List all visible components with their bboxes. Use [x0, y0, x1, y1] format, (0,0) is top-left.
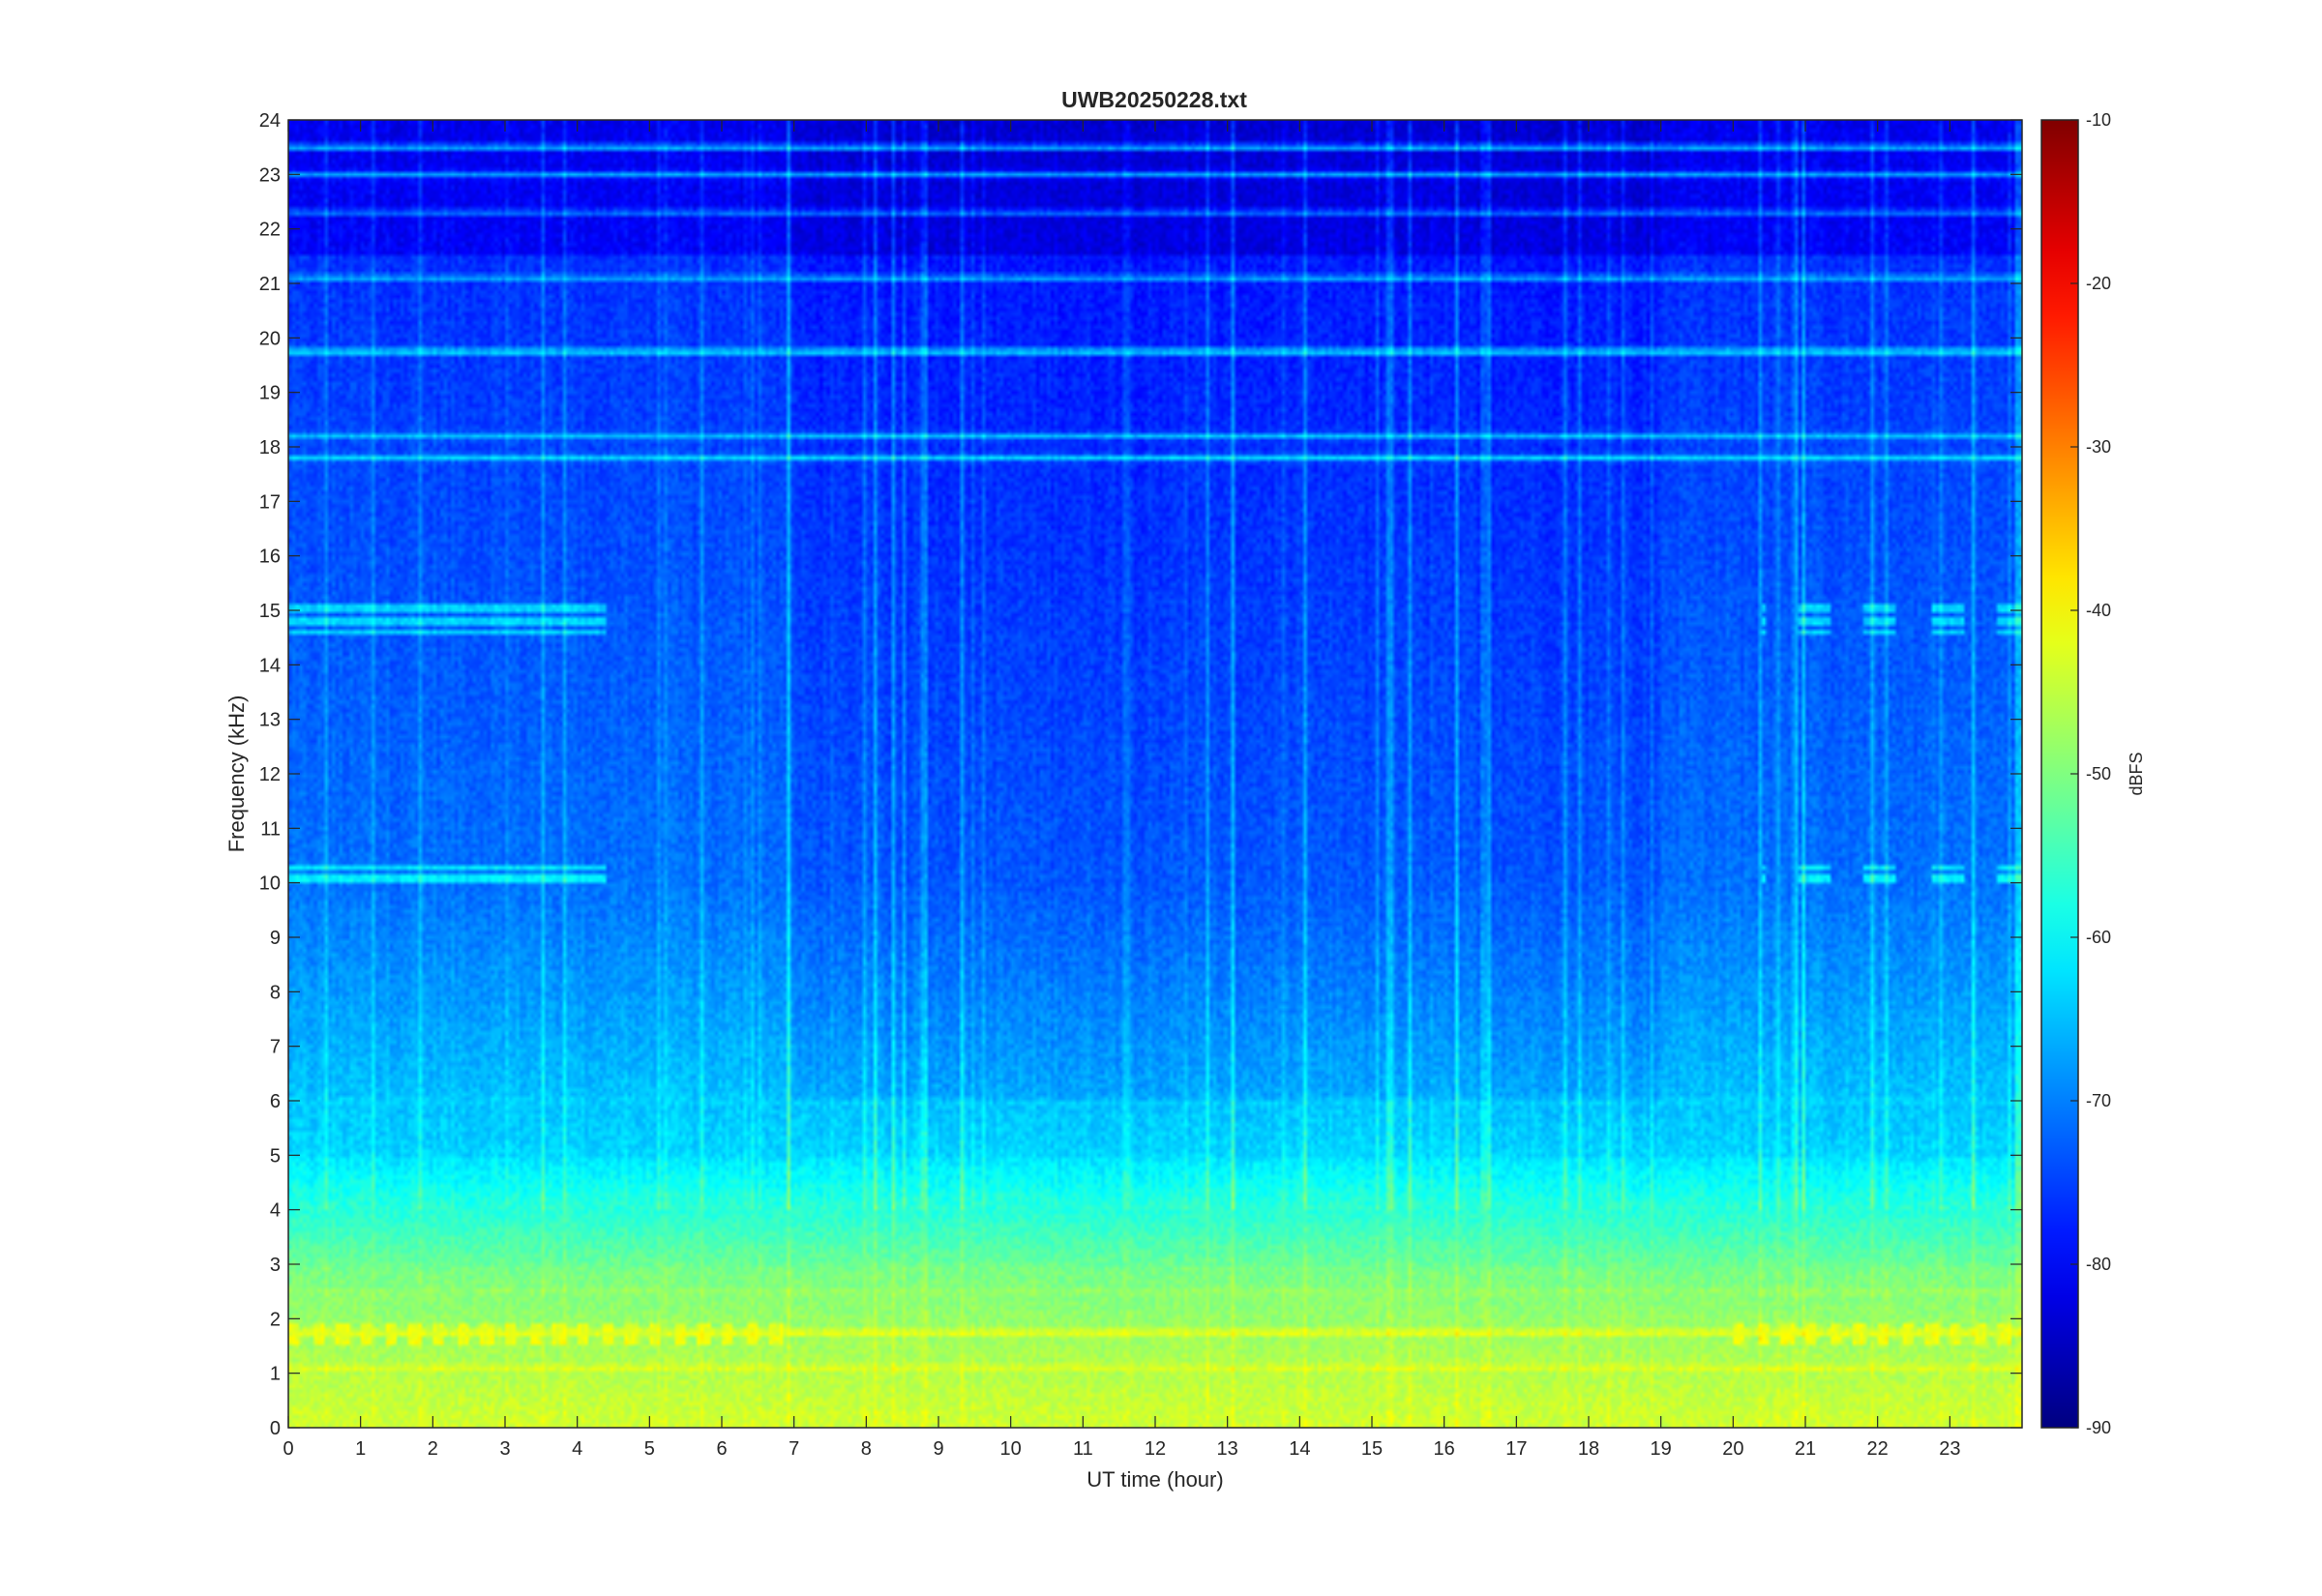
x-tick-label: 20 — [1722, 1438, 1743, 1460]
y-tick-label: 11 — [260, 818, 281, 840]
y-tick-label: 16 — [259, 547, 281, 568]
y-tick-label: 8 — [270, 982, 281, 1003]
x-tick-label: 10 — [1000, 1438, 1022, 1460]
colorbar-tick-label: -50 — [2086, 764, 2111, 783]
colorbar-tick-label: -70 — [2086, 1091, 2111, 1110]
x-tick-label: 18 — [1578, 1438, 1599, 1460]
x-tick-label: 0 — [283, 1438, 293, 1460]
x-tick-label: 22 — [1867, 1438, 1889, 1460]
y-tick-label: 1 — [270, 1364, 281, 1385]
x-tick-label: 21 — [1795, 1438, 1816, 1460]
x-axis-label: UT time (hour) — [1087, 1467, 1223, 1492]
x-tick-label: 13 — [1217, 1438, 1238, 1460]
colorbar-tick-label: -30 — [2086, 437, 2111, 457]
y-tick-label: 14 — [259, 655, 281, 676]
x-tick-label: 3 — [499, 1438, 510, 1460]
y-tick-label: 19 — [259, 383, 281, 404]
x-tick-label: 14 — [1289, 1438, 1310, 1460]
colorbar-tick-label: -90 — [2086, 1418, 2111, 1437]
colorbar-label: dBFS — [2127, 752, 2146, 795]
y-tick-label: 13 — [259, 710, 281, 731]
y-tick-label: 3 — [270, 1255, 281, 1276]
x-tick-label: 11 — [1073, 1438, 1093, 1460]
x-tick-label: 19 — [1651, 1438, 1672, 1460]
y-tick-label: 24 — [259, 110, 281, 132]
x-tick-label: 17 — [1505, 1438, 1527, 1460]
y-tick-label: 15 — [259, 601, 281, 622]
colorbar-tick-label: -60 — [2086, 928, 2111, 947]
y-tick-label: 9 — [270, 928, 281, 949]
x-tick-label: 15 — [1361, 1438, 1383, 1460]
x-tick-label: 6 — [716, 1438, 727, 1460]
spectrogram-plot — [287, 119, 2023, 1429]
y-tick-label: 20 — [259, 328, 281, 349]
y-tick-label: 12 — [259, 764, 281, 785]
x-tick-label: 8 — [861, 1438, 872, 1460]
y-axis-label: Frequency (kHz) — [224, 695, 249, 853]
y-tick-label: 6 — [270, 1091, 281, 1112]
x-tick-label: 5 — [644, 1438, 655, 1460]
x-tick-label: 4 — [572, 1438, 582, 1460]
y-tick-label: 0 — [270, 1418, 281, 1439]
x-tick-label: 7 — [789, 1438, 799, 1460]
y-tick-label: 18 — [259, 437, 281, 458]
y-tick-label: 22 — [259, 220, 281, 241]
x-tick-label: 23 — [1939, 1438, 1960, 1460]
y-tick-label: 2 — [270, 1309, 281, 1330]
x-tick-label: 9 — [933, 1438, 943, 1460]
y-tick-label: 5 — [270, 1145, 281, 1167]
y-tick-label: 17 — [259, 491, 281, 513]
y-tick-label: 23 — [259, 164, 281, 186]
x-tick-label: 2 — [428, 1438, 438, 1460]
x-tick-label: 12 — [1145, 1438, 1166, 1460]
spectrogram-image — [288, 120, 2022, 1428]
colorbar-ticks: -10 -20 -30 -40 -50 -60 -70 -80 -90 — [2070, 110, 2111, 1437]
colorbar: -10 -20 -30 -40 -50 -60 -70 -80 -90 dBFS — [2040, 110, 2146, 1437]
y-tick-label: 21 — [259, 274, 281, 295]
colorbar-tick-label: -40 — [2086, 601, 2111, 620]
colorbar-tick-label: -10 — [2086, 110, 2111, 130]
x-tick-label: 1 — [355, 1438, 366, 1460]
colorbar-tick-label: -20 — [2086, 274, 2111, 293]
x-axis-ticks: 0 1 2 3 4 5 6 7 8 9 10 11 12 13 14 15 16 17 18 19 20 21 22 23 — [283, 120, 1960, 1460]
x-tick-label: 16 — [1434, 1438, 1455, 1460]
chart-title: UWB20250228.txt — [1061, 87, 1247, 112]
y-tick-label: 7 — [270, 1037, 281, 1058]
y-tick-label: 4 — [270, 1200, 281, 1222]
y-tick-label: 10 — [259, 873, 281, 895]
colorbar-tick-label: -80 — [2086, 1255, 2111, 1274]
